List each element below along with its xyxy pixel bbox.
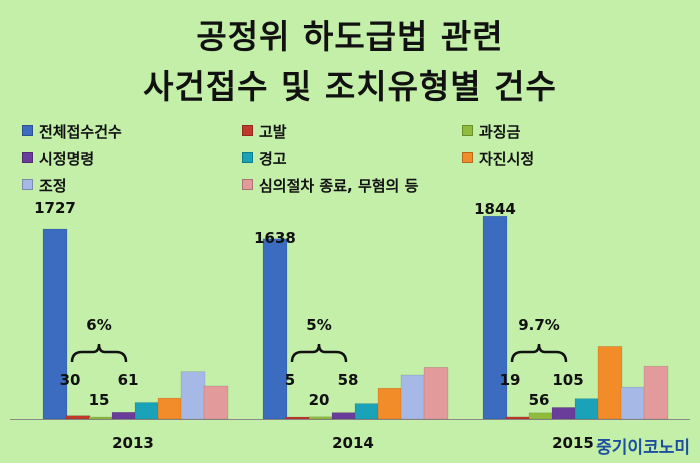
data-label-gobal-2013: 30 [60,371,81,389]
bar-2013-8 [203,385,229,420]
x-tick-label-2015: 2015 [552,434,594,452]
legend-item-gobal: 고발 [242,121,287,142]
bar-2015-5 [574,398,600,420]
bar-2015-2 [505,416,531,420]
legend-swatch [242,125,253,136]
data-label-sijeong-2015: 105 [552,371,583,389]
bar-2013-5 [134,402,160,420]
legend-label: 조정 [39,177,67,195]
data-label-gobal-2014: 5 [285,371,295,389]
bar-2013-1 [42,228,68,420]
bar-2015-7 [620,386,646,420]
legend-item-jajin: 자진시정 [462,148,534,169]
legend-label: 심의절차 종료, 무혐의 등 [259,177,419,195]
data-label-ratio-2015: 9.7% [518,316,560,334]
legend-swatch [22,125,33,136]
legend-label: 자진시정 [479,150,535,168]
bar-2013-2 [65,415,91,420]
bar-2014-6 [377,387,403,420]
legend-swatch [462,125,473,136]
brace-2013 [70,343,128,363]
watermark-logo: 중기이코노미 [596,438,690,458]
bar-2014-4 [331,412,357,420]
bar-2015-6 [597,346,623,420]
bar-2014-3 [308,416,334,420]
bar-2015-3 [528,412,554,420]
legend-item-gwajinggeum: 과징금 [462,121,520,142]
bar-2014-7 [400,374,426,420]
legend-item-jojeong: 조정 [22,175,67,196]
bar-2014-2 [285,416,311,420]
data-label-gwajinggeum-2015: 56 [529,391,550,409]
legend-item-gyeonggo: 경고 [242,148,287,169]
legend-swatch [242,179,253,190]
bar-2014-5 [354,403,380,420]
legend-swatch [22,179,33,190]
bar-2015-8 [643,365,669,420]
brace-2014 [290,343,348,363]
legend-label: 경고 [259,150,287,168]
data-label-ratio-2014: 5% [306,316,331,334]
bar-2013-4 [111,412,137,420]
bar-2013-7 [180,371,206,420]
chart-title-line-1: 공정위 하도급법 관련 [196,17,504,56]
legend-label: 과징금 [479,123,521,141]
legend-swatch [462,152,473,163]
bar-2013-3 [88,416,114,420]
legend-swatch [22,152,33,163]
legend-item-simui: 심의절차 종료, 무혐의 등 [242,175,418,196]
bar-2013-6 [157,397,183,420]
chart-title-line-2: 사건접수 및 조치유형별 건수 [143,67,557,106]
data-label-ratio-2013: 6% [86,316,111,334]
bar-2014-1 [262,238,288,420]
legend-swatch [242,152,253,163]
x-tick-label-2013: 2013 [112,434,154,452]
legend-item-sijeong: 시정명령 [22,148,94,169]
data-label-total-2015: 1844 [474,200,516,218]
data-label-sijeong-2014: 58 [338,371,359,389]
data-label-gwajinggeum-2013: 15 [89,391,110,409]
legend-label: 전체접수건수 [39,123,122,141]
legend-item-total: 전체접수건수 [22,121,122,142]
legend-label: 시정명령 [39,150,95,168]
data-label-total-2013: 1727 [34,199,76,217]
data-label-gobal-2015: 19 [500,371,521,389]
x-tick-label-2014: 2014 [332,434,374,452]
bar-2015-4 [551,407,577,420]
data-label-gwajinggeum-2014: 20 [309,391,330,409]
data-label-sijeong-2013: 61 [118,371,139,389]
brace-2015 [510,343,568,363]
data-label-total-2014: 1638 [254,229,296,247]
legend-label: 고발 [259,123,287,141]
bar-2014-8 [423,367,449,420]
bar-2015-1 [482,215,508,420]
